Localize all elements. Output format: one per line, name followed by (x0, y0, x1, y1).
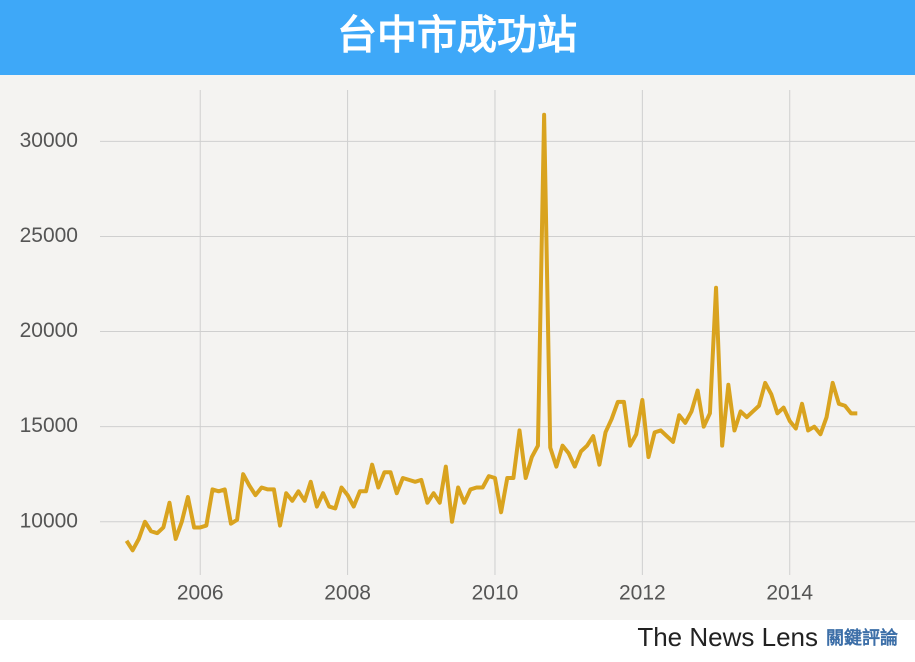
brand-name: The News Lens (637, 622, 818, 652)
x-tick-label: 2008 (324, 582, 371, 605)
data-line (124, 112, 858, 553)
x-tick-label: 2014 (766, 582, 813, 605)
y-tick-label: 30000 (20, 129, 78, 152)
x-tick-label: 2010 (472, 582, 519, 605)
plot-background (0, 75, 915, 620)
y-tick-label: 25000 (20, 224, 78, 247)
title-banner (0, 0, 915, 75)
y-tick-label: 15000 (20, 414, 78, 437)
brand-name-zh: 關鍵評論 (826, 627, 899, 648)
chart-title: 台中市成功站 (337, 14, 577, 58)
x-tick-label: 2006 (177, 582, 224, 605)
y-tick-label: 10000 (20, 509, 78, 532)
x-tick-label: 2012 (619, 582, 666, 605)
y-tick-label: 20000 (20, 319, 78, 342)
